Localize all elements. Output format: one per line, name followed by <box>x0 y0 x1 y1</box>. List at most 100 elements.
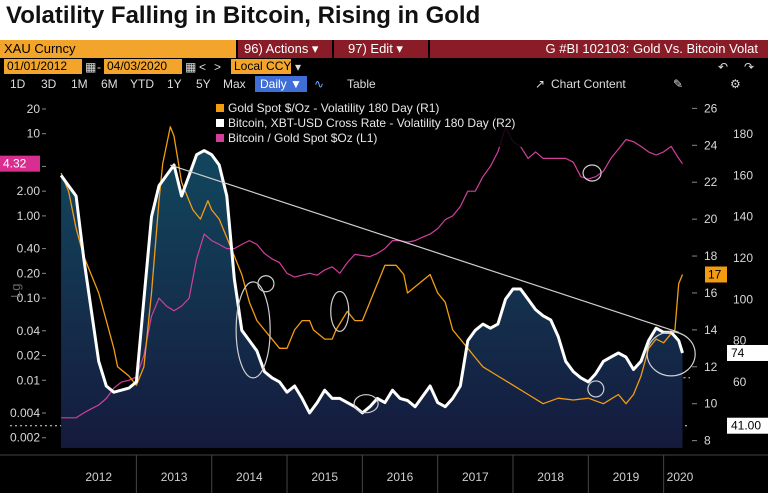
chart-content-icon[interactable]: ↗ <box>535 77 546 91</box>
left-value-tag <box>0 155 40 172</box>
x-tick-label: 2015 <box>311 470 338 484</box>
range-max[interactable]: Max <box>223 77 246 91</box>
r1-tick-label: 20 <box>704 212 718 226</box>
r1-tick-label: 22 <box>704 175 718 189</box>
chart-area: 2012 2013 2014 2015 2016 2017 2018 2019 2020 20 10… <box>0 93 768 493</box>
legend-swatch <box>216 104 224 112</box>
left-tick-label: 0.02 <box>17 349 41 363</box>
r1-tick-label: 16 <box>704 286 718 300</box>
range-bar: 1D 3D 1M 6M YTD 1Y 5Y Max Daily ▼ ∿ Tabl… <box>0 75 768 94</box>
r2-tick-label: 120 <box>733 251 753 265</box>
range-1d[interactable]: 1D <box>10 77 26 91</box>
edit-icon[interactable]: ✎ <box>673 77 684 91</box>
redo-icon[interactable]: ↷ <box>744 60 755 74</box>
r2-value-tag-label: 74 <box>731 346 745 360</box>
command-bar: XAU Curncy 96) Actions ▾ 97) Edit ▾ G #B… <box>0 40 768 58</box>
range-1y[interactable]: 1Y <box>167 77 182 91</box>
r1-tick-label: 14 <box>704 323 718 337</box>
left-tick-label: 20 <box>27 102 41 116</box>
gold-volatility-line <box>60 126 684 405</box>
actions-menu[interactable]: 96) Actions ▾ <box>238 40 332 58</box>
line-chart-icon[interactable]: ∿ <box>314 77 325 91</box>
x-tick-label: 2018 <box>537 470 564 484</box>
range-5y[interactable]: 5Y <box>196 77 211 91</box>
range-1m[interactable]: 1M <box>71 77 88 91</box>
r2-tick-label: 160 <box>733 168 753 182</box>
r2-tick-label: 100 <box>733 292 753 306</box>
legend-label: Bitcoin, XBT-USD Cross Rate - Volatility… <box>228 116 515 130</box>
trend-line <box>170 164 679 333</box>
start-date-field[interactable]: 01/01/2012 <box>4 59 82 74</box>
x-tick-label: 2012 <box>85 470 112 484</box>
r1-tick-label: 12 <box>704 360 718 374</box>
left-tick-label: 0.40 <box>17 242 41 256</box>
annotation-circle <box>330 290 350 333</box>
left-tick-label: 10 <box>27 127 41 141</box>
undo-icon[interactable]: ↶ <box>718 60 729 74</box>
legend-swatch <box>216 134 224 142</box>
gear-icon[interactable]: ⚙ <box>730 77 741 91</box>
r1-tick-label: 10 <box>704 397 718 411</box>
edit-menu[interactable]: 97) Edit ▾ <box>334 40 428 58</box>
left-tick-label: 0.20 <box>17 266 41 280</box>
calendar-icon[interactable]: ▦ <box>185 60 197 74</box>
r1-tick-label: 8 <box>704 434 711 448</box>
frequency-select[interactable]: Daily ▼ <box>255 76 307 92</box>
x-tick-label: 2013 <box>161 470 188 484</box>
calendar-icon[interactable]: ▦ <box>85 60 97 74</box>
legend-label: Bitcoin / Gold Spot $Oz (L1) <box>228 131 377 145</box>
left-tick-label: 0.01 <box>17 373 41 387</box>
bitcoin-volatility-area <box>61 150 683 448</box>
left-tick-label: 0.002 <box>10 431 40 445</box>
r2-value-tag <box>727 344 768 361</box>
annotation-circle <box>646 331 696 377</box>
x-tick-label: 2020 <box>667 470 694 484</box>
legend-label: Gold Spot $/Oz - Volatility 180 Day (R1) <box>228 101 439 115</box>
r2-tick-label: 140 <box>733 210 753 224</box>
r1-tick-label: 24 <box>704 138 718 152</box>
chevron-down-icon[interactable]: ▾ <box>295 60 302 74</box>
chart-content-button[interactable]: Chart Content <box>551 77 626 91</box>
next-period-icon[interactable]: > <box>214 60 222 74</box>
range-3d[interactable]: 3D <box>41 77 57 91</box>
annotation-circle <box>587 380 605 398</box>
annotation-circle <box>257 275 275 293</box>
ticker-field[interactable]: XAU Curncy <box>0 40 236 58</box>
currency-select[interactable]: Local CCY <box>231 59 291 74</box>
r2-low-tag-label: 41.00 <box>731 419 761 433</box>
r1-value-tag <box>705 266 727 283</box>
end-date-field[interactable]: 04/03/2020 <box>104 59 182 74</box>
left-tick-label: 0.04 <box>17 324 41 338</box>
r2-low-tag <box>727 417 768 434</box>
chart-name: G #BI 102103: Gold Vs. Bitcoin Volat <box>430 40 768 58</box>
range-ytd[interactable]: YTD <box>130 77 154 91</box>
page-title: Volatility Falling in Bitcoin, Rising in… <box>6 2 481 29</box>
r1-tick-label: 18 <box>704 249 718 263</box>
r2-tick-label: 60 <box>733 375 747 389</box>
legend-box <box>214 99 544 147</box>
annotation-circle <box>353 394 379 414</box>
table-button[interactable]: Table <box>347 77 376 91</box>
x-tick-label: 2014 <box>236 470 263 484</box>
r2-tick-label: 180 <box>733 127 753 141</box>
annotation-circle <box>582 164 602 182</box>
x-tick-label: 2017 <box>462 470 489 484</box>
range-6m[interactable]: 6M <box>101 77 118 91</box>
r1-tick-label: 26 <box>704 101 718 115</box>
left-value-tag-label: 4.32 <box>3 157 27 171</box>
bitcoin-gold-ratio-line <box>61 126 683 419</box>
bitcoin-volatility-line <box>59 149 684 415</box>
legend-swatch <box>216 119 224 127</box>
prev-period-icon[interactable]: < <box>199 60 207 74</box>
date-bar: 01/01/2012 ▦ - 04/03/2020 ▦ < > Local CC… <box>0 58 768 75</box>
left-tick-label: 1.00 <box>17 209 41 223</box>
r1-value-tag-label: 17 <box>708 268 722 282</box>
x-tick-label: 2016 <box>387 470 414 484</box>
left-tick-label: 2.00 <box>17 184 41 198</box>
r2-tick-label: 80 <box>733 334 747 348</box>
x-tick-label: 2019 <box>613 470 640 484</box>
left-axis-label: Lg <box>8 284 23 298</box>
annotation-circle <box>235 281 271 379</box>
date-separator: - <box>97 60 101 74</box>
left-tick-label: 0.004 <box>10 406 40 420</box>
